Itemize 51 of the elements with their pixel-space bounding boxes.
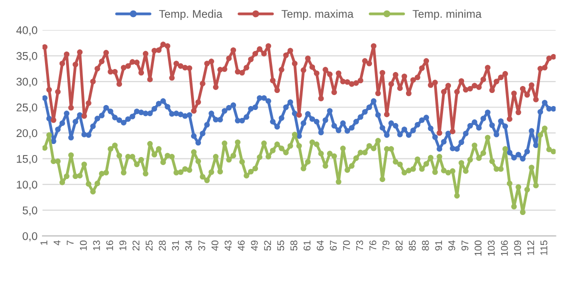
x-tick-label: 40 [211,240,218,251]
x-tick-label: 100 [474,240,482,256]
x-tick-label: 43 [224,240,232,251]
x-tick-label: 115 [540,240,548,255]
x-tick-label: 7 [66,240,74,246]
x-tick-label: 94 [448,240,456,250]
x-tick-label: 73 [356,240,364,250]
x-tick-label: 58 [290,240,298,251]
x-tick-label: 16 [106,240,114,250]
x-tick-label: 109 [514,240,521,256]
x-tick-label: 13 [93,240,100,250]
y-tick-label: 20,0 [16,129,38,138]
x-tick-label: 19 [119,240,126,250]
x-tick-label: 91 [435,240,442,250]
x-tick-label: 22 [132,240,140,250]
x-tick-label: 4 [54,240,60,246]
y-tick-label: 30,0 [16,78,38,87]
x-tick-label: 46 [238,240,245,251]
x-tick-label: 82 [396,240,403,251]
legend-label: Temp. maxima [282,10,354,20]
x-tick-label: 52 [264,240,271,251]
x-tick-label: 88 [422,240,429,251]
x-tick-label: 61 [304,240,310,250]
x-tick-label: 106 [500,240,508,256]
x-tick-label: 37 [198,240,206,251]
y-tick-label: 15,0 [16,154,38,164]
x-tick-label: 25 [146,240,153,250]
x-tick-label: 76 [369,240,376,250]
y-tick-label: 10,0 [16,180,38,190]
x-tick-label: 49 [250,240,258,251]
x-tick-label: 31 [172,240,179,251]
x-tick-label: 85 [408,240,416,251]
legend-label: Temp. minima [412,10,482,20]
x-tick-label: 70 [343,240,350,250]
x-tick-label: 67 [330,240,337,250]
y-tick-label: 25,0 [16,104,38,113]
x-tick-label: 10 [80,240,87,250]
y-tick-label: 35,0 [16,52,38,62]
x-tick-label: 28 [158,240,166,250]
x-tick-label: 97 [461,240,468,250]
y-tick-label: 40,0 [16,26,38,36]
y-tick-label: 0,0 [22,232,38,242]
x-tick-label: 79 [382,240,390,250]
x-tick-label: 103 [488,240,495,256]
x-tick-label: 1 [40,240,48,245]
x-tick-label: 34 [185,240,192,251]
x-tick-label: 112 [527,240,534,255]
x-tick-label: 64 [316,240,324,250]
y-tick-label: 5,0 [22,206,38,216]
x-tick-label: 55 [277,240,284,251]
legend-label: Temp. Media [159,10,222,20]
